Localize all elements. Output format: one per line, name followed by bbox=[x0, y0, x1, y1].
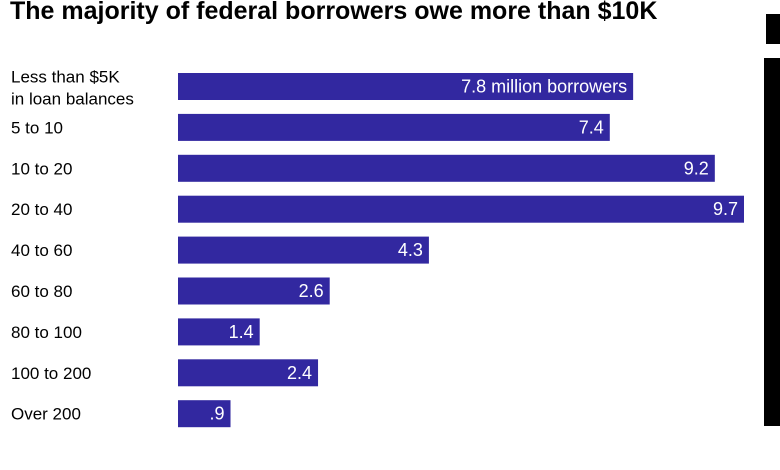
category-label: Over 200 bbox=[11, 405, 81, 424]
bar-value-label: 1.4 bbox=[229, 322, 254, 342]
category-label: 60 to 80 bbox=[11, 282, 72, 301]
chart-title: The majority of federal borrowers owe mo… bbox=[10, 0, 658, 25]
bar-value-label: 9.7 bbox=[713, 199, 738, 219]
category-label: 100 to 200 bbox=[11, 364, 91, 383]
bar bbox=[178, 195, 744, 223]
category-label: 80 to 100 bbox=[11, 323, 82, 342]
bar-value-label: 7.8 million borrowers bbox=[461, 77, 627, 97]
bar-value-label: 9.2 bbox=[684, 158, 709, 178]
category-label-line: Less than $5K bbox=[11, 68, 120, 87]
bar bbox=[178, 154, 715, 182]
bar bbox=[178, 318, 260, 346]
category-label: Less than $5K in loan balances bbox=[11, 68, 134, 109]
bar-value-label: 7.4 bbox=[579, 117, 604, 137]
bar bbox=[178, 236, 429, 264]
category-label: 10 to 20 bbox=[11, 159, 72, 178]
bar bbox=[178, 277, 330, 305]
bar-value-label: 2.4 bbox=[287, 363, 312, 383]
category-label-line: in loan balances bbox=[11, 90, 134, 109]
bar bbox=[178, 73, 634, 100]
category-label: 40 to 60 bbox=[11, 241, 72, 260]
category-label: 20 to 40 bbox=[11, 200, 72, 219]
bar bbox=[178, 113, 610, 141]
category-label: 5 to 10 bbox=[11, 118, 63, 137]
bar-value-label: .9 bbox=[209, 404, 224, 424]
bar bbox=[178, 400, 231, 428]
bar bbox=[178, 359, 319, 387]
bar-value-label: 2.6 bbox=[299, 281, 324, 301]
edge-block-top bbox=[766, 14, 780, 44]
bar-value-label: 4.3 bbox=[398, 240, 423, 260]
edge-block bbox=[764, 58, 780, 426]
